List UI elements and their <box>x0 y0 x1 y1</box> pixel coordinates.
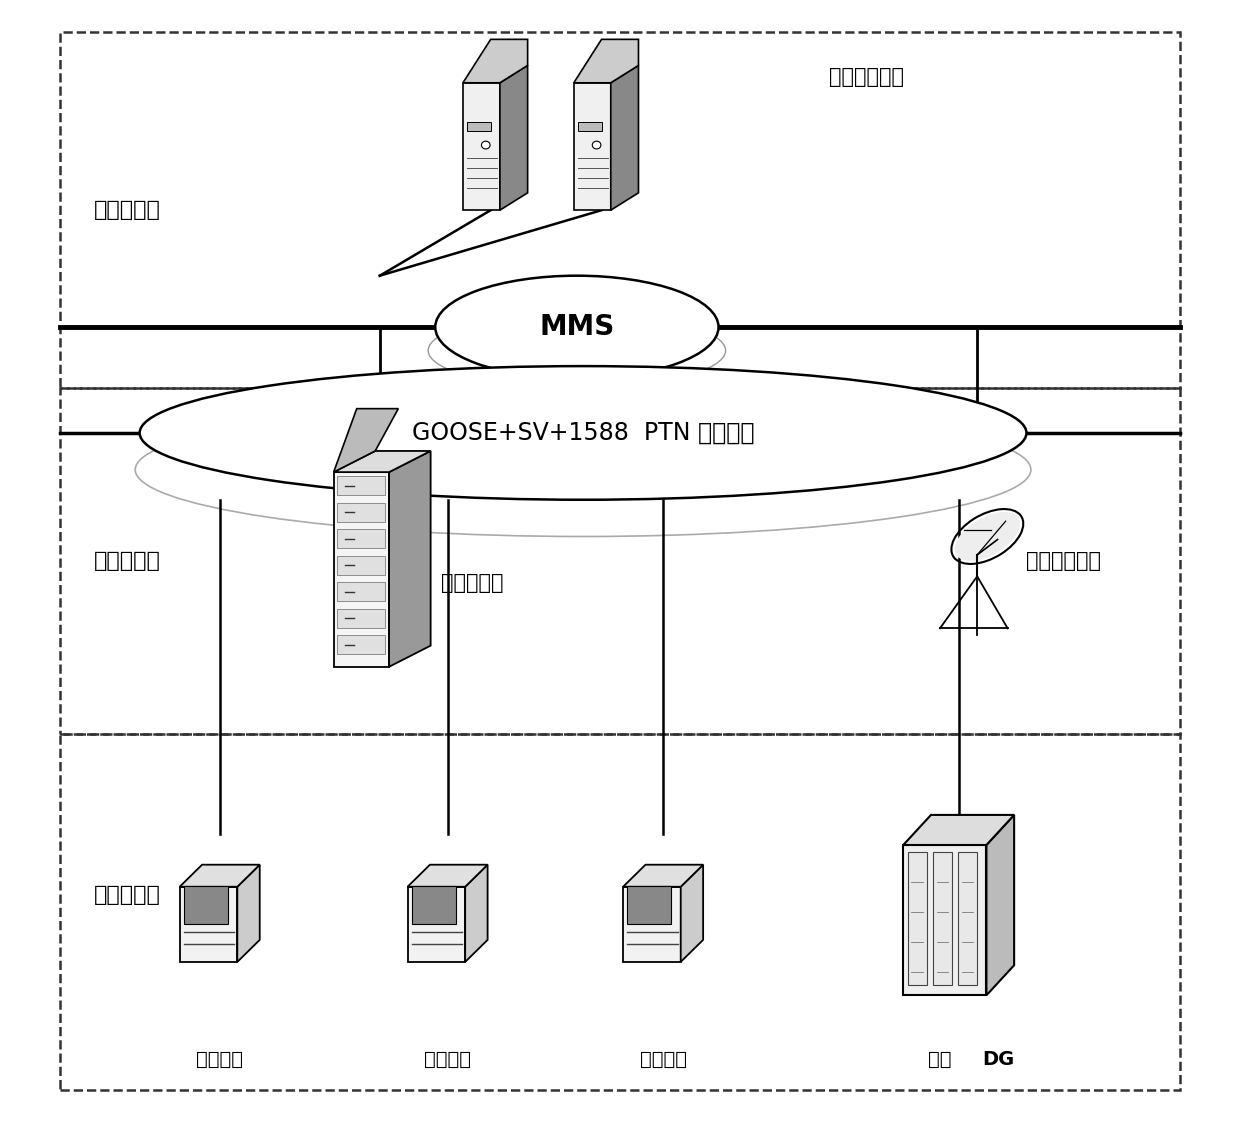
Polygon shape <box>334 451 430 472</box>
Text: 集中控制层: 集中控制层 <box>94 551 161 571</box>
Polygon shape <box>987 815 1014 995</box>
FancyBboxPatch shape <box>932 852 952 985</box>
Text: 智能: 智能 <box>929 1050 952 1069</box>
Polygon shape <box>465 865 487 962</box>
Polygon shape <box>463 83 500 210</box>
Polygon shape <box>389 451 430 666</box>
Polygon shape <box>622 865 703 886</box>
Polygon shape <box>180 886 237 962</box>
Polygon shape <box>408 886 465 962</box>
Text: 就地控制层: 就地控制层 <box>94 885 161 905</box>
FancyBboxPatch shape <box>337 582 386 601</box>
Polygon shape <box>334 472 389 666</box>
FancyBboxPatch shape <box>412 885 455 923</box>
Polygon shape <box>408 865 487 886</box>
Text: DG: DG <box>982 1050 1014 1069</box>
Polygon shape <box>334 408 398 472</box>
Text: 智能终端: 智能终端 <box>640 1050 687 1069</box>
FancyBboxPatch shape <box>337 503 386 522</box>
FancyBboxPatch shape <box>578 122 601 130</box>
Polygon shape <box>463 39 528 83</box>
Text: GOOSE+SV+1588  PTN 光纤环网: GOOSE+SV+1588 PTN 光纤环网 <box>412 421 754 445</box>
Polygon shape <box>574 39 639 83</box>
Polygon shape <box>611 65 639 210</box>
Text: 智能终端: 智能终端 <box>196 1050 243 1069</box>
FancyBboxPatch shape <box>337 530 386 549</box>
Ellipse shape <box>140 366 1027 499</box>
Text: 中央控制器: 中央控制器 <box>441 573 503 594</box>
FancyBboxPatch shape <box>337 635 386 654</box>
FancyBboxPatch shape <box>337 477 386 496</box>
Polygon shape <box>237 865 259 962</box>
FancyBboxPatch shape <box>184 885 228 923</box>
Polygon shape <box>574 83 611 210</box>
Ellipse shape <box>435 276 718 378</box>
Polygon shape <box>180 865 259 886</box>
Circle shape <box>481 141 490 149</box>
FancyBboxPatch shape <box>337 555 386 574</box>
Text: 能量管理系统: 能量管理系统 <box>830 66 904 86</box>
Circle shape <box>593 141 601 149</box>
Polygon shape <box>500 65 528 210</box>
Text: 智能终端: 智能终端 <box>424 1050 471 1069</box>
Text: 系统控制层: 系统控制层 <box>94 200 161 220</box>
FancyBboxPatch shape <box>627 885 671 923</box>
Polygon shape <box>903 815 1014 845</box>
Ellipse shape <box>955 512 1021 561</box>
Text: 同步对时系统: 同步对时系统 <box>1027 551 1101 571</box>
Polygon shape <box>681 865 703 962</box>
Polygon shape <box>903 845 987 995</box>
FancyBboxPatch shape <box>959 852 977 985</box>
FancyBboxPatch shape <box>337 608 386 627</box>
FancyBboxPatch shape <box>467 122 491 130</box>
Text: MMS: MMS <box>539 313 615 341</box>
FancyBboxPatch shape <box>908 852 926 985</box>
Polygon shape <box>622 886 681 962</box>
